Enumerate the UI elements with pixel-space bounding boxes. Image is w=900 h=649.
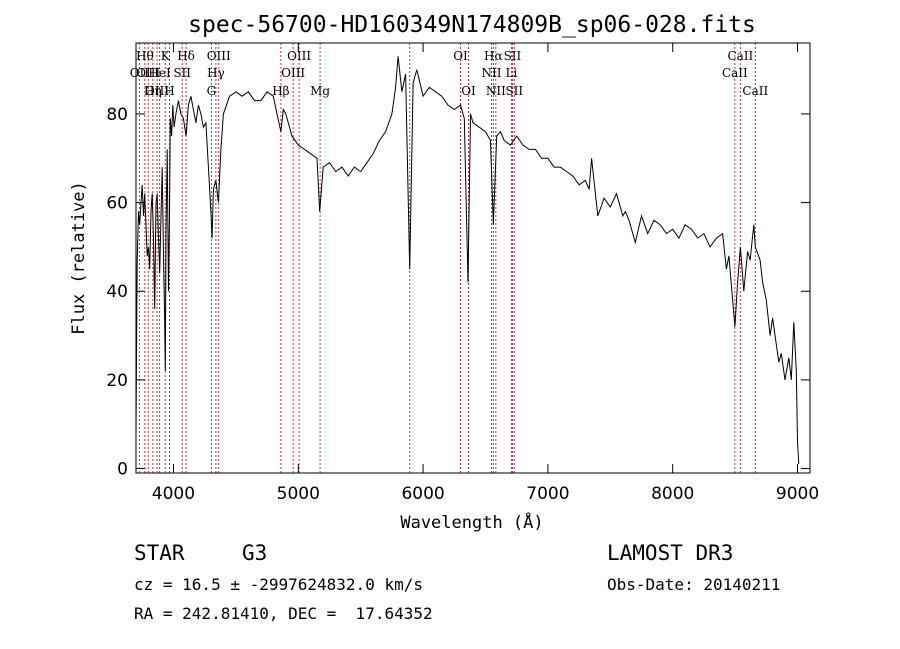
y-axis-ticks: 0 20 40 60 80	[106, 105, 810, 480]
y-tick-label: 0	[117, 460, 128, 480]
spectrum-line	[135, 56, 800, 465]
line-label: Hθ	[136, 49, 154, 63]
x-tick-label: 5000	[277, 484, 320, 504]
x-tick-label: 6000	[401, 484, 444, 504]
object-class: STAR	[134, 541, 185, 565]
line-label: OIII	[207, 49, 231, 63]
line-labels: OIIHθOIIIHηOIIIHeIKHSIIHδGHγOIIIHβOIIIOI…	[130, 49, 769, 98]
line-label: OIII	[281, 66, 305, 80]
x-tick-label: 4000	[152, 484, 195, 504]
line-label: OI	[453, 49, 468, 63]
observation-date: Obs-Date: 20140211	[607, 575, 781, 594]
object-subclass: G3	[242, 541, 268, 565]
line-label: CaII	[727, 49, 753, 63]
line-label: OIII	[287, 49, 311, 63]
y-tick-label: 80	[106, 105, 128, 125]
survey-label: LAMOST DR3	[607, 541, 734, 565]
line-label: CaII	[722, 66, 748, 80]
line-label: OI	[461, 84, 476, 98]
line-label: CaII	[742, 84, 768, 98]
line-label: H	[164, 84, 174, 98]
plot-frame	[135, 42, 811, 474]
line-label: Hβ	[272, 84, 289, 98]
chart-title: spec-56700-HD160349N174809B_sp06-028.fit…	[188, 12, 756, 38]
line-label: SII	[504, 49, 522, 63]
line-label: OIII	[136, 66, 160, 80]
line-label: Li	[506, 66, 518, 80]
x-tick-label: 8000	[651, 484, 694, 504]
line-label: Hα	[484, 49, 503, 63]
line-label: SII	[173, 66, 191, 80]
y-tick-label: 60	[106, 194, 128, 214]
line-label: OII	[130, 66, 150, 80]
line-label: Mg	[310, 84, 330, 98]
line-markers	[138, 43, 756, 473]
x-tick-label: 7000	[526, 484, 569, 504]
line-label: HeI	[148, 66, 171, 80]
line-label: K	[161, 49, 171, 63]
line-label: Hδ	[177, 49, 195, 63]
line-label: SII	[505, 84, 523, 98]
redshift-velocity: cz = 16.5 ± -2997624832.0 km/s	[134, 575, 423, 594]
x-axis-label: Wavelength (Å)	[400, 511, 543, 533]
x-tick-label: 9000	[776, 484, 819, 504]
line-label: OIII	[145, 84, 169, 98]
line-label: G	[207, 84, 217, 98]
y-tick-label: 40	[106, 282, 128, 302]
line-label: Hγ	[207, 66, 225, 80]
x-axis-ticks: 4000 5000 6000 7000 8000 9000	[152, 43, 819, 504]
coordinates: RA = 242.81410, DEC = 17.64352	[134, 604, 433, 623]
line-label: Hη	[144, 84, 162, 98]
line-label: NII	[486, 84, 506, 98]
y-tick-label: 20	[106, 371, 128, 391]
line-label: NII	[481, 66, 501, 80]
y-axis-label: Flux (relative)	[69, 181, 89, 335]
